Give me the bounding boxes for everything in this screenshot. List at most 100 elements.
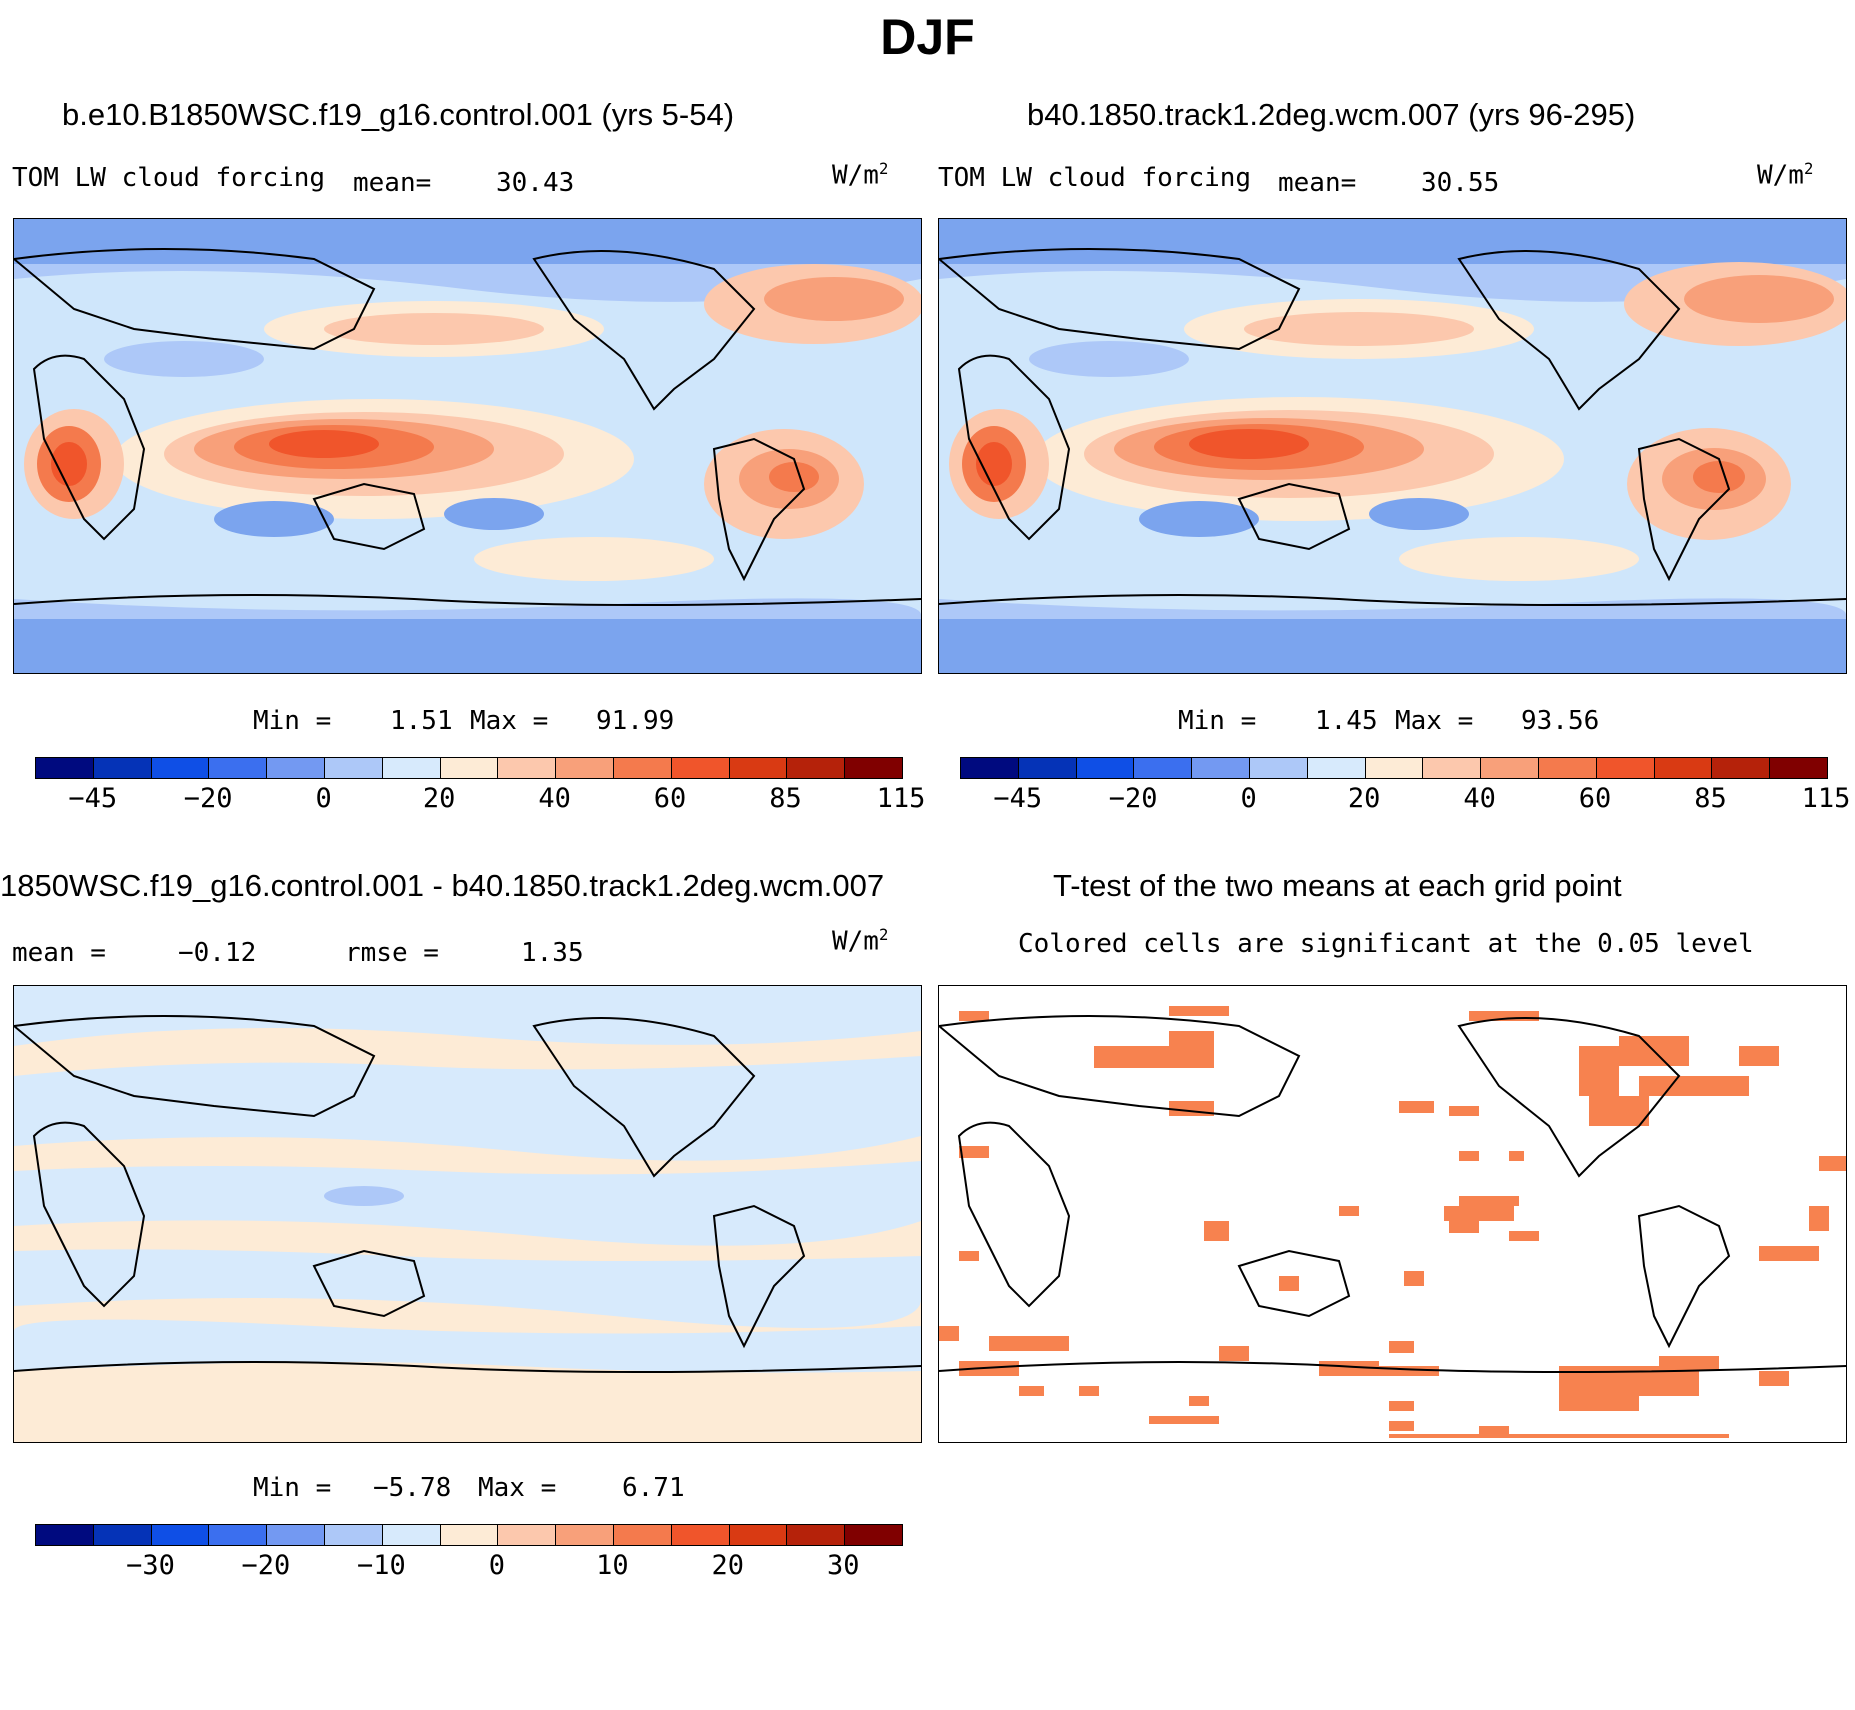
colorbar-cell [151,1525,210,1545]
significant-cell [1589,1096,1649,1126]
colorbar-control [35,757,903,779]
significant-cell [959,1251,979,1261]
colorbar-cell [787,758,846,778]
significant-cell [1449,1221,1479,1233]
significant-cell [1079,1386,1099,1396]
colorbar-cell [36,1525,94,1545]
colorbar-cell [1596,758,1655,778]
colorbar-tick-label: 10 [596,1550,629,1581]
colorbar-cell [1654,758,1713,778]
colorbar-cell [729,1525,788,1545]
significant-cell [1759,1371,1789,1386]
colorbar-tick-label: −30 [126,1550,175,1581]
significant-cell [1459,1151,1479,1161]
significant-cell [1659,1356,1719,1371]
colorbar-cell [961,758,1019,778]
mean-value: 30.55 [1421,168,1500,198]
significant-cell [1509,1231,1539,1241]
significant-cell [1819,1156,1846,1171]
colorbar-cell [1712,758,1771,778]
significant-cell [1279,1276,1299,1291]
significant-cell [1189,1396,1209,1406]
colorbar-cell [1538,758,1597,778]
colorbar-difference [35,1524,903,1546]
map-track [938,218,1847,674]
colorbar-tick-label: 115 [1801,783,1851,814]
colorbar-tick-label: 20 [711,1550,745,1581]
min-value: 1.45 [1315,706,1378,736]
rmse-value: 1.35 [521,938,584,968]
colorbar-cell [93,1525,152,1545]
colorbar-track [960,757,1828,779]
colorbar-cell [209,758,268,778]
colorbar-tick-label: 60 [653,783,687,814]
significant-cell [1204,1221,1229,1241]
panel-title-track: b40.1850.track1.2deg.wcm.007 (yrs 96-295… [1027,97,1636,132]
colorbar-tick-label: −45 [68,783,118,814]
colorbar-cell [498,758,557,778]
colorbar-cell [845,758,902,778]
colorbar-tick-label: 85 [769,783,802,814]
colorbar-cell [36,758,94,778]
colorbar-cell [671,1525,730,1545]
significant-cell [1379,1366,1439,1376]
colorbar-cell [93,758,152,778]
significant-cell [1469,1011,1539,1021]
significant-cell [1219,1346,1249,1361]
significant-cell [1759,1246,1819,1261]
panel-title-control: b.e10.B1850WSC.f19_g16.control.001 (yrs … [62,97,735,132]
min-label: Min = [253,1473,332,1503]
mean-label: mean= [1278,168,1357,198]
significance-map-svg [939,986,1846,1442]
colorbar-tick-label: −20 [183,783,233,814]
difference-map-svg [14,986,921,1442]
page-title: DJF [880,9,975,65]
mean-label: mean= [353,168,432,198]
map-difference [13,985,922,1443]
max-label: Max = [1395,706,1474,736]
significant-cell [959,1146,989,1158]
colorbar-cell [1307,758,1366,778]
significant-cell [1169,1031,1214,1046]
max-label: Max = [470,706,549,736]
colorbar-cell [671,758,730,778]
max-value: 91.99 [596,706,675,736]
colorbar-cell [440,758,499,778]
significant-cell [1149,1416,1219,1424]
significant-cell [1319,1361,1379,1376]
colorbar-cell [1770,758,1827,778]
max-value: 6.71 [622,1473,685,1503]
colorbar-tick-label: 20 [422,783,456,814]
significant-cell [1404,1271,1424,1286]
colorbar-cell [382,758,441,778]
colorbar-cell [440,1525,499,1545]
map-significance [938,985,1847,1443]
min-value: 1.51 [390,706,453,736]
mean-value: 30.43 [496,168,575,198]
colorbar-cell [1018,758,1077,778]
colorbar-cell [498,1525,557,1545]
max-value: 93.56 [1521,706,1600,736]
colorbar-cell [324,1525,383,1545]
mean-value: −0.12 [178,938,257,968]
significant-cell [989,1336,1069,1351]
colorbar-cell [613,758,672,778]
colorbar-cell [1076,758,1135,778]
significant-cell [1579,1046,1619,1096]
colorbar-cell [1192,758,1250,778]
variable-label: TOM LW cloud forcing [938,163,1252,193]
significant-cell [1479,1426,1509,1436]
significant-cell [1389,1341,1414,1353]
colorbar-tick-label: 0 [315,783,332,814]
colorbar-tick-label: −20 [1108,783,1158,814]
field-map-svg [939,219,1846,673]
significant-cell [1739,1046,1779,1066]
units-label: W/m2 [832,926,889,957]
colorbar-tick-label: 60 [1578,783,1612,814]
colorbar-cell [845,1525,902,1545]
significant-cell [939,1326,959,1341]
colorbar-cell [1423,758,1482,778]
colorbar-cell [382,1525,441,1545]
field-map-svg [14,219,921,673]
significant-cell [1339,1206,1359,1216]
